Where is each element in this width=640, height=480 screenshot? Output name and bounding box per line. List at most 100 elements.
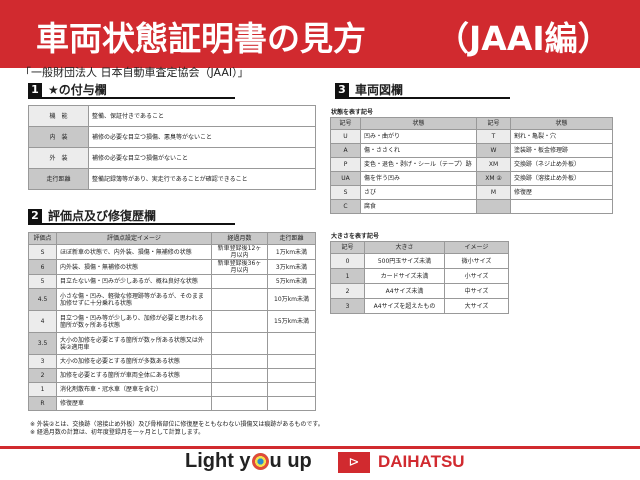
table-cell: 500円玉サイズ未満 [364, 253, 445, 269]
table-cell: 1 [330, 268, 365, 284]
table-cell: 6 [28, 259, 57, 275]
table-cell: 2 [28, 368, 57, 383]
table-cell: S [28, 244, 57, 260]
column-header: 記号 [330, 241, 365, 254]
table-row: P 変色・退色・剥げ・シール（テープ）跡 XM 交換跡（ネジ止め外板） [330, 157, 613, 172]
ring-icon [251, 453, 269, 470]
table-cell: 微小サイズ [444, 253, 509, 269]
table-cell [476, 199, 511, 214]
table-cell: 目立つ傷・凹み等が少しあり、加修が必要と思われる箇所が数ヶ所ある状態 [56, 310, 212, 333]
table-row: 3 大小の加修を必要とする箇所が多数ある状態 [28, 354, 316, 369]
table-cell [267, 396, 316, 411]
column-header: 経過月数 [211, 232, 268, 245]
table-cell [267, 382, 316, 397]
table-cell: さび [360, 185, 477, 200]
page-title: 車両状態証明書の見方 [36, 19, 366, 58]
table-cell: 1 [28, 382, 57, 397]
table-cell: 内 装 [28, 126, 89, 148]
table-row: A 傷・ささくれ W 塗装跡・板金修理跡 [330, 143, 613, 158]
column-header: 評価点 [28, 232, 57, 245]
table-cell: 走行距離 [28, 168, 89, 190]
table-row: 1 カードサイズ未満 小サイズ [330, 268, 509, 284]
size-symbol-table: 記号 大きさ イメージ 0 500円玉サイズ未満 微小サイズ 1 カードサイズ未満 小サイズ 2 A… [330, 241, 509, 314]
section-2-heading: 2 評価点及び修復歴欄 [28, 208, 235, 225]
table-cell: 消化剤散布車・冠水車（歴車を含む） [56, 382, 212, 397]
table-cell: 新車登録後36ヶ月以内 [211, 259, 268, 275]
table-cell: 割れ・亀裂・穴 [510, 129, 613, 144]
table-cell: 補修の必要な目立つ損傷、悪臭等がないこと [88, 126, 316, 148]
section-title: 評価点及び修復歴欄 [48, 209, 157, 223]
divider [0, 446, 640, 449]
table-cell [211, 310, 268, 333]
table-cell: 修復歴車 [56, 396, 212, 411]
slogan-part: u up [269, 450, 312, 472]
table-cell: A4サイズ未満 [364, 283, 445, 299]
table-cell [211, 382, 268, 397]
table-cell: 3 [330, 298, 365, 314]
size-label: 大きさを表す記号 [331, 233, 380, 240]
table-cell: 修復歴 [510, 185, 613, 200]
table-cell: A4サイズを超えたもの [364, 298, 445, 314]
table-cell: A [330, 143, 361, 158]
table-row: 内 装補修の必要な目立つ損傷、悪臭等がないこと [28, 126, 316, 148]
table-cell: 整備記録簿等があり、実走行であることが確認できること [88, 168, 316, 190]
score-table: 評価点 評価点設定イメージ 経過月数 走行距離 S ほぼ新車の状態で、内外装、損傷・無補修… [28, 232, 316, 411]
organization-label: 「一般財団法人 日本自動車査定協会（JAAI）」 [20, 66, 249, 79]
table-cell: 傷・ささくれ [360, 143, 477, 158]
section-number: 2 [28, 208, 42, 223]
table-cell: 15万km未満 [267, 310, 316, 333]
daihatsu-logo-icon: ⊳ [338, 452, 370, 473]
table-cell: 10万km未満 [267, 288, 316, 311]
table-cell: 3万km未満 [267, 259, 316, 275]
table-cell: U [330, 129, 361, 144]
table-cell [267, 368, 316, 383]
note: ※ 経過月数の計算は、初年度登録月を一ヶ月として計算します。 [30, 429, 205, 436]
table-cell: 5万km未満 [267, 274, 316, 289]
table-cell: 塗装跡・板金修理跡 [510, 143, 613, 158]
table-cell: C [330, 199, 361, 214]
table-cell: M [476, 185, 511, 200]
column-header: 評価点設定イメージ [56, 232, 212, 245]
section-number: 3 [335, 82, 349, 97]
table-cell: 3.5 [28, 332, 57, 355]
column-header: 記号 [330, 117, 361, 130]
slogan-part: Light y [185, 450, 251, 472]
table-cell [267, 332, 316, 355]
table-row: 2 A4サイズ未満 中サイズ [330, 283, 509, 299]
table-cell [211, 354, 268, 369]
table-cell: XM [476, 157, 511, 172]
condition-symbol-table: 記号 状態 記号 状態 U 凹み・曲がり T 割れ・亀裂・穴 A 傷・ささくれ W 塗装跡・板金修理跡… [330, 117, 613, 214]
section-title: ★の付与欄 [48, 83, 107, 97]
table-cell: 整備、保証付きであること [88, 105, 316, 127]
table-cell: 小サイズ [444, 268, 509, 284]
table-row: R 修復歴車 [28, 396, 316, 411]
table-cell: 大サイズ [444, 298, 509, 314]
table-cell: 交換跡（溶接止め外板） [510, 171, 613, 186]
table-cell [211, 332, 268, 355]
table-cell: 凹み・曲がり [360, 129, 477, 144]
table-cell [211, 368, 268, 383]
table-cell: カードサイズ未満 [364, 268, 445, 284]
table-cell: 3 [28, 354, 57, 369]
table-cell: 傷を伴う凹み [360, 171, 477, 186]
page-header: 車両状態証明書の見方 （JAAI編） [0, 0, 640, 68]
table-cell: 機 能 [28, 105, 89, 127]
table-row: 4 目立つ傷・凹み等が少しあり、加修が必要と思われる箇所が数ヶ所ある状態 15万km… [28, 310, 316, 333]
column-header: イメージ [444, 241, 509, 254]
table-row: 1 消化剤散布車・冠水車（歴車を含む） [28, 382, 316, 397]
table-cell [211, 288, 268, 311]
column-header: 走行距離 [267, 232, 316, 245]
table-row: 走行距離 整備記録簿等があり、実走行であることが確認できること [28, 168, 316, 190]
star-table: 機 能整備、保証付きであること内 装補修の必要な目立つ損傷、悪臭等がないこと外 … [28, 105, 316, 190]
table-row: 5 目立たない傷・凹みが少しあるが、概ね良好な状態 5万km未満 [28, 274, 316, 289]
table-cell: S [330, 185, 361, 200]
table-cell: UA [330, 171, 361, 186]
table-cell [267, 354, 316, 369]
table-cell: 4.5 [28, 288, 57, 311]
table-cell [211, 396, 268, 411]
table-cell: 1万km未満 [267, 244, 316, 260]
table-row: 外 装補修の必要な目立つ損傷がないこと [28, 147, 316, 169]
table-cell: ほぼ新車の状態で、内外装、損傷・無補修の状態 [56, 244, 212, 260]
brand-name: DAIHATSU [378, 452, 465, 471]
table-row: 6 内外装、損傷・無補修の状態 新車登録後36ヶ月以内 3万km未満 [28, 259, 316, 275]
